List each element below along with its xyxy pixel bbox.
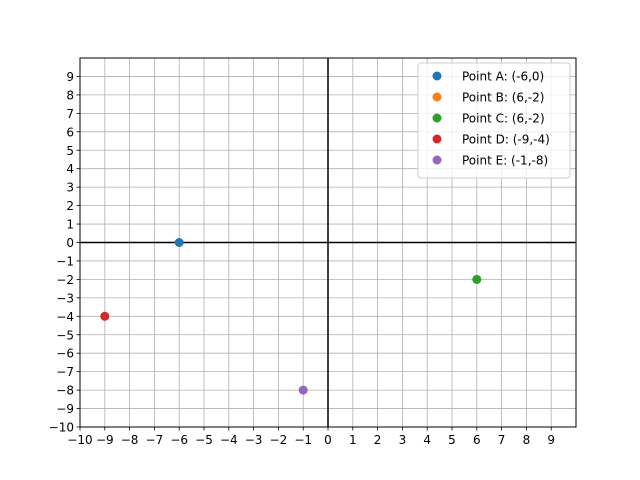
- x-tick-label: −4: [220, 433, 238, 447]
- y-tick-label: 8: [66, 88, 74, 102]
- y-tick-label: 3: [66, 181, 74, 195]
- y-tick-label: 6: [66, 125, 74, 139]
- y-tick-label: 5: [66, 144, 74, 158]
- x-tick-label: −6: [170, 433, 188, 447]
- y-tick-label: 0: [66, 236, 74, 250]
- y-tick-label: 9: [66, 70, 74, 84]
- y-tick-label: −10: [49, 421, 74, 435]
- x-tick-label: 8: [523, 433, 531, 447]
- point-a: [174, 238, 184, 247]
- x-tick-label: −8: [121, 433, 139, 447]
- x-tick-label: 9: [547, 433, 555, 447]
- x-tick-label: 7: [498, 433, 506, 447]
- x-axis-ticks: −10 −9 −8 −7 −6 −5 −4 −3 −2 −1 0 1 2 3 4 5 6 7 8 9: [67, 427, 555, 447]
- y-tick-label: 4: [66, 162, 74, 176]
- y-tick-label: −1: [56, 254, 74, 268]
- x-tick-label: 3: [399, 433, 407, 447]
- legend-marker: [432, 155, 442, 165]
- data-points: [100, 238, 482, 395]
- x-tick-label: 1: [349, 433, 357, 447]
- y-tick-label: 1: [66, 218, 74, 232]
- x-tick-label: −2: [270, 433, 288, 447]
- y-tick-label: −8: [56, 384, 74, 398]
- point-e: [298, 385, 308, 395]
- x-tick-label: −1: [294, 433, 312, 447]
- x-tick-label: 5: [448, 433, 456, 447]
- legend-marker: [432, 113, 442, 123]
- legend-marker: [432, 71, 442, 81]
- legend-box: [417, 62, 571, 179]
- x-tick-label: 4: [423, 433, 431, 447]
- point-d: [100, 311, 110, 321]
- y-tick-label: −6: [56, 347, 74, 361]
- x-tick-label: −3: [245, 433, 263, 447]
- y-tick-label: −3: [56, 291, 74, 305]
- legend: Point A: (-6,0) Point B: (6,-2) Point C: (…: [417, 62, 571, 179]
- legend-marker: [432, 134, 442, 144]
- legend-label: Point D: (-9,-4): [462, 133, 550, 147]
- y-tick-label: −2: [56, 273, 74, 287]
- y-tick-label: −4: [56, 310, 74, 324]
- y-tick-label: 2: [66, 199, 74, 213]
- origin-axes: [80, 58, 576, 427]
- y-tick-label: −9: [56, 402, 74, 416]
- x-tick-label: 2: [374, 433, 382, 447]
- x-tick-label: −10: [67, 433, 92, 447]
- x-tick-label: 6: [473, 433, 481, 447]
- legend-marker: [432, 92, 442, 102]
- x-tick-label: −7: [146, 433, 164, 447]
- legend-label: Point C: (6,-2): [462, 112, 545, 126]
- x-tick-label: −5: [195, 433, 213, 447]
- y-tick-label: −7: [56, 365, 74, 379]
- x-tick-label: 0: [324, 433, 332, 447]
- legend-label: Point E: (-1,-8): [462, 154, 548, 168]
- legend-label: Point B: (6,-2): [462, 91, 544, 105]
- point-c: [472, 274, 482, 284]
- y-tick-label: −5: [56, 328, 74, 342]
- x-tick-label: −9: [96, 433, 114, 447]
- legend-label: Point A: (-6,0): [462, 70, 544, 84]
- y-tick-label: 7: [66, 107, 74, 121]
